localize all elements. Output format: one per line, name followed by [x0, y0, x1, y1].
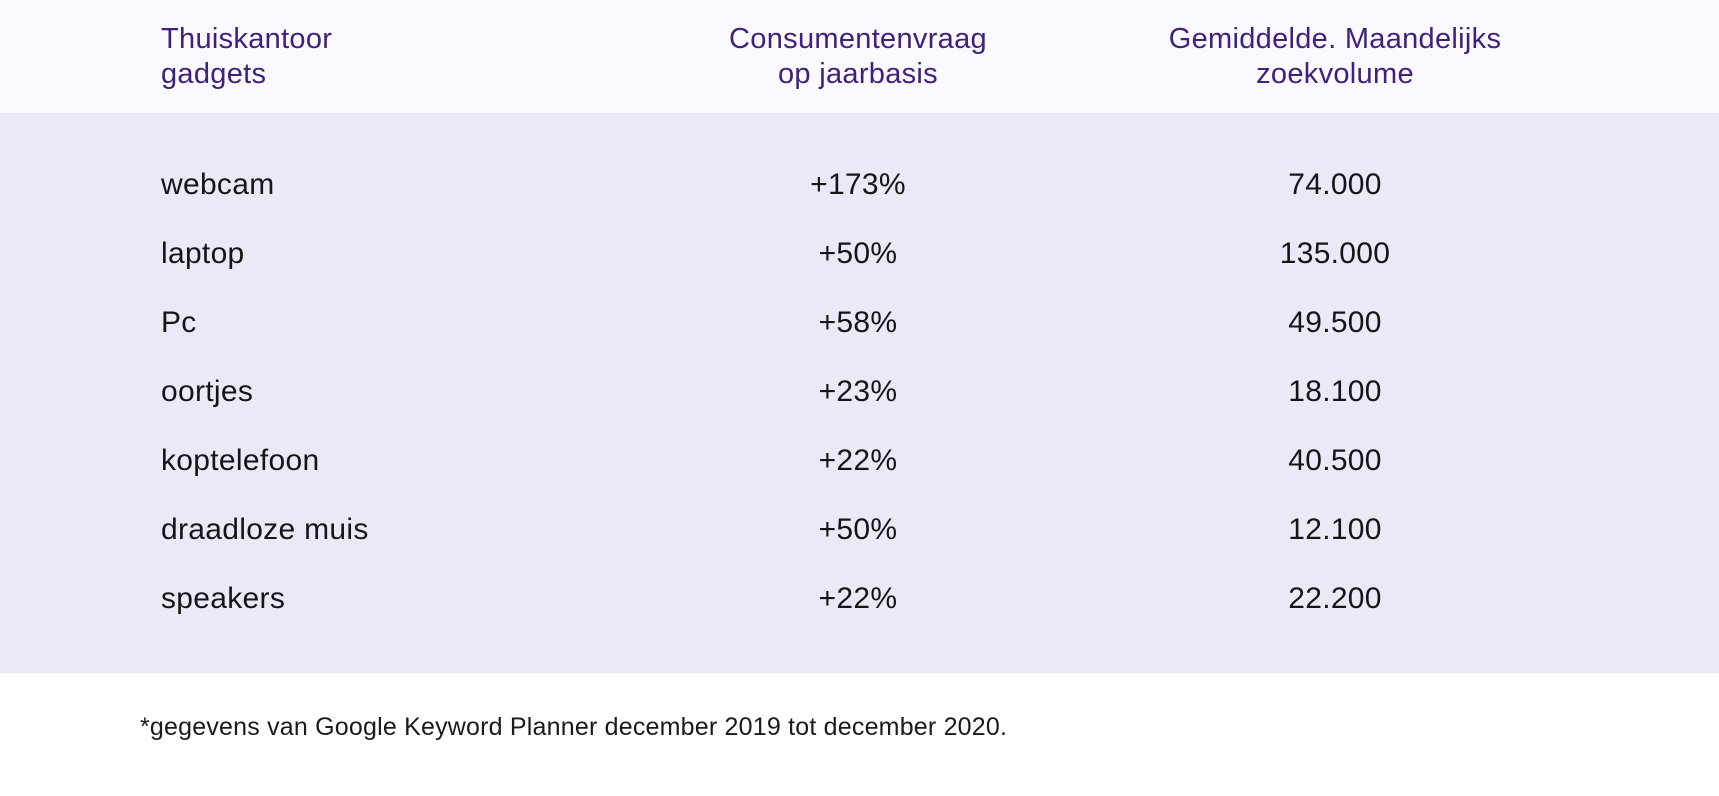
volume-cell: 22.200 — [1288, 581, 1382, 615]
table-row: speakers +22% 22.200 — [0, 564, 1719, 633]
volume-cell: 74.000 — [1288, 167, 1382, 201]
keyword-cell: koptelefoon — [161, 443, 320, 477]
volume-cell: 49.500 — [1288, 305, 1382, 339]
keyword-cell: Pc — [161, 305, 197, 339]
table-row: webcam +173% 74.000 — [0, 150, 1719, 219]
demand-cell: +58% — [818, 305, 898, 339]
footnote: *gegevens van Google Keyword Planner dec… — [140, 713, 1008, 741]
table-row: laptop +50% 135.000 — [0, 219, 1719, 288]
keyword-cell: speakers — [161, 581, 286, 615]
demand-cell: +173% — [810, 167, 906, 201]
volume-cell: 12.100 — [1288, 512, 1382, 546]
column-header-gadgets: Thuiskantoor gadgets — [161, 23, 333, 90]
volume-cell: 40.500 — [1288, 443, 1382, 477]
column-header-search-volume: Gemiddelde. Maandelijks zoekvolume — [1168, 23, 1502, 90]
table-row: koptelefoon +22% 40.500 — [0, 426, 1719, 495]
demand-cell: +22% — [818, 443, 898, 477]
keyword-cell: laptop — [161, 236, 245, 270]
keyword-cell: oortjes — [161, 374, 254, 408]
keyword-cell: draadloze muis — [161, 512, 369, 546]
demand-cell: +22% — [818, 581, 898, 615]
table-row: Pc +58% 49.500 — [0, 288, 1719, 357]
table-row: oortjes +23% 18.100 — [0, 357, 1719, 426]
volume-cell: 135.000 — [1279, 236, 1391, 270]
table-row: draadloze muis +50% 12.100 — [0, 495, 1719, 564]
demand-cell: +50% — [818, 236, 898, 270]
table-body: webcam +173% 74.000 laptop +50% 135.000 … — [0, 113, 1719, 673]
table-header-row: Thuiskantoor gadgets Consumentenvraag op… — [0, 0, 1719, 113]
demand-cell: +50% — [818, 512, 898, 546]
demand-cell: +23% — [818, 374, 898, 408]
keyword-cell: webcam — [161, 167, 275, 201]
column-header-yearly-demand: Consumentenvraag op jaarbasis — [729, 23, 987, 90]
volume-cell: 18.100 — [1288, 374, 1382, 408]
